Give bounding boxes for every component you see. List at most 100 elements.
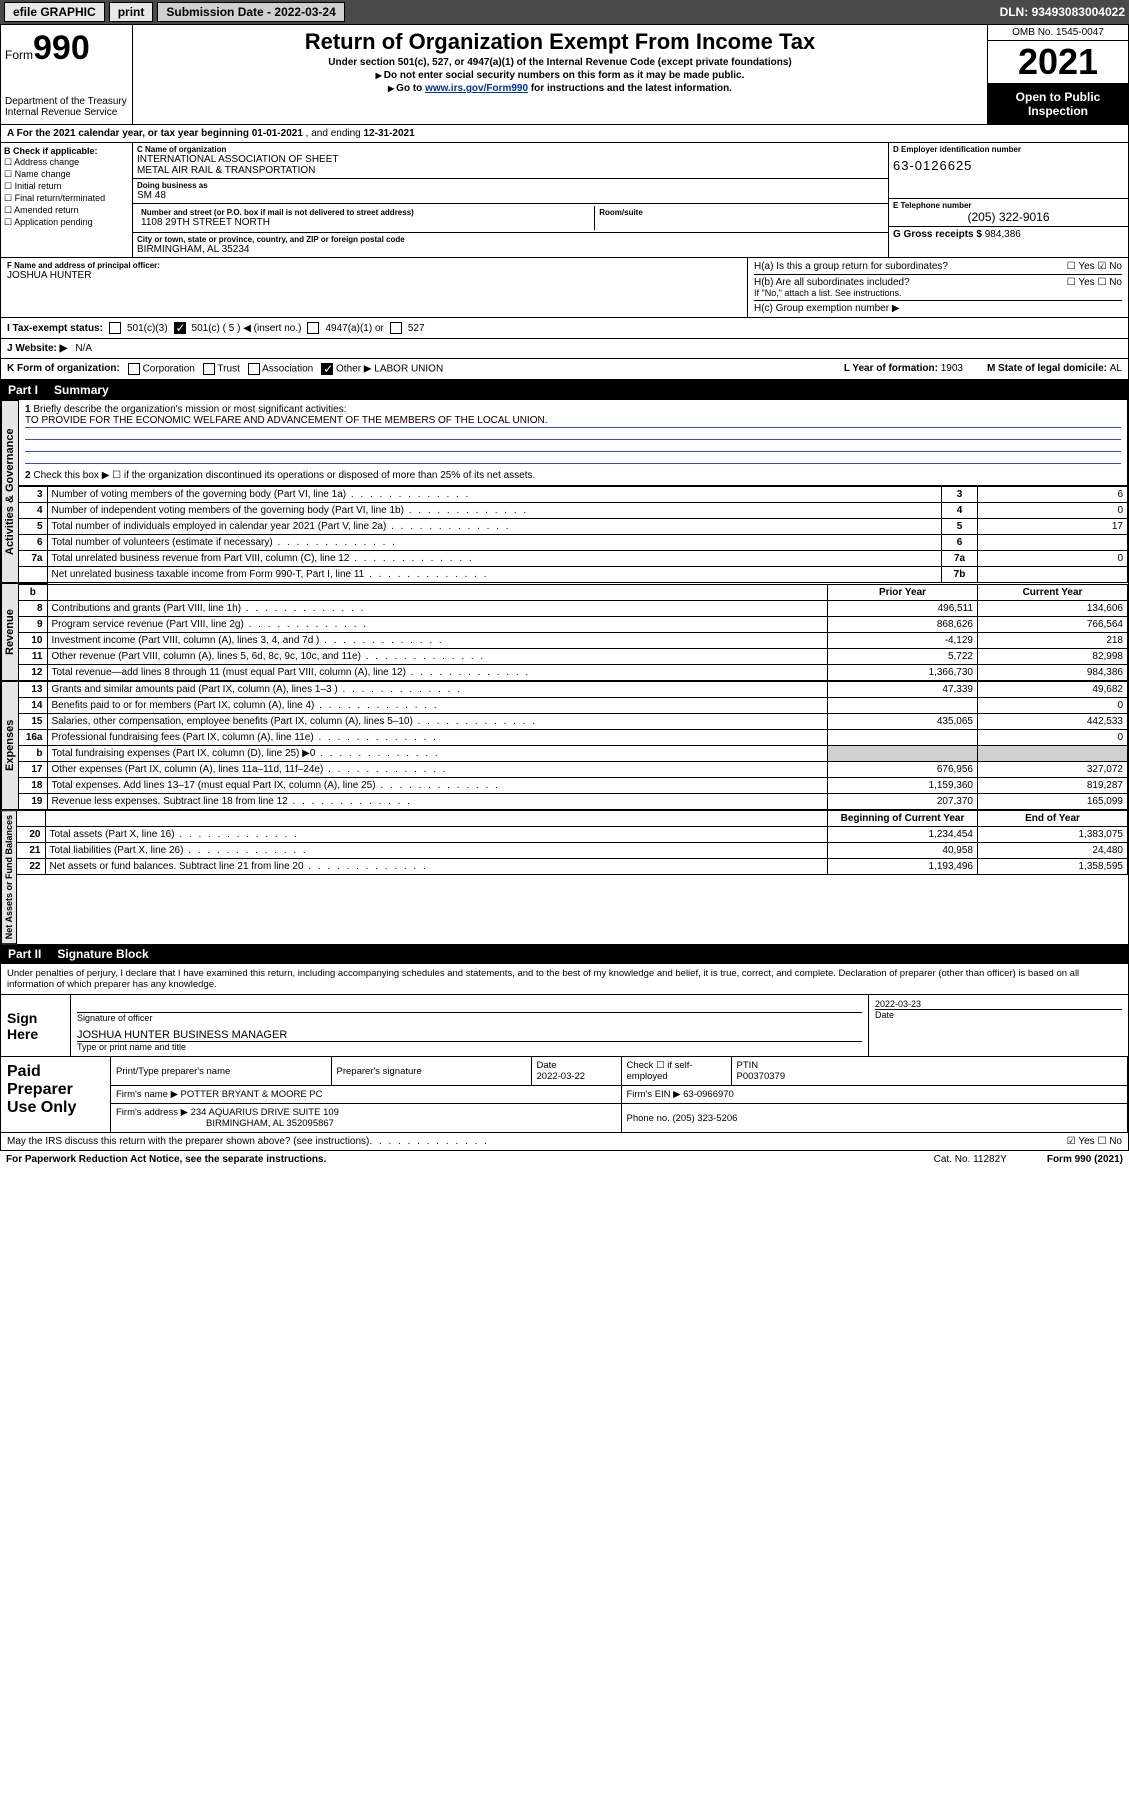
- line-ref: 6: [942, 535, 978, 551]
- line-num: 18: [19, 778, 47, 794]
- line-num: 11: [19, 649, 47, 665]
- chk-527[interactable]: [390, 322, 402, 334]
- footer-line: For Paperwork Reduction Act Notice, see …: [0, 1151, 1129, 1168]
- part-2-header: Part II Signature Block: [0, 944, 1129, 964]
- chk-initial-return[interactable]: Initial return: [4, 181, 129, 192]
- line-desc: Net assets or fund balances. Subtract li…: [45, 859, 828, 875]
- irs-link[interactable]: www.irs.gov/Form990: [425, 83, 528, 94]
- chk-4947[interactable]: [307, 322, 319, 334]
- line-desc: Number of independent voting members of …: [47, 503, 942, 519]
- chk-501c[interactable]: [174, 322, 186, 334]
- prior-year-val: 435,065: [828, 714, 978, 730]
- prior-year-val: -4,129: [828, 633, 978, 649]
- line-desc: Net unrelated business taxable income fr…: [47, 567, 942, 583]
- line-num: 20: [17, 827, 45, 843]
- ha-no[interactable]: No: [1097, 261, 1122, 272]
- line-desc: Investment income (Part VIII, column (A)…: [47, 633, 828, 649]
- current-year-val: 0: [978, 730, 1128, 746]
- line-desc: Total number of individuals employed in …: [47, 519, 942, 535]
- may-no[interactable]: No: [1097, 1136, 1122, 1147]
- line-desc: Professional fundraising fees (Part IX, …: [47, 730, 828, 746]
- preparer-name-label: Print/Type preparer's name: [111, 1057, 331, 1086]
- perjury-declaration: Under penalties of perjury, I declare th…: [1, 964, 1128, 994]
- firm-phone: (205) 323-5206: [672, 1113, 737, 1124]
- line-num: 7a: [19, 551, 47, 567]
- part1-num: Part I: [8, 383, 38, 397]
- line1-label: Briefly describe the organization's miss…: [33, 404, 346, 415]
- line-ref: 3: [942, 487, 978, 503]
- paid-preparer-label: Paid Preparer Use Only: [1, 1057, 111, 1132]
- hb-no[interactable]: No: [1097, 277, 1122, 288]
- line-desc: Benefits paid to or for members (Part IX…: [47, 698, 828, 714]
- current-year-val: 819,287: [978, 778, 1128, 794]
- current-year-val: 218: [978, 633, 1128, 649]
- line-num: 16a: [19, 730, 47, 746]
- hb-yes[interactable]: Yes: [1067, 277, 1095, 288]
- chk-assoc[interactable]: [248, 363, 260, 375]
- line-desc: Program service revenue (Part VIII, line…: [47, 617, 828, 633]
- line-num: 9: [19, 617, 47, 633]
- prior-year-val: [828, 698, 978, 714]
- line-ref: 5: [942, 519, 978, 535]
- chk-application-pending[interactable]: Application pending: [4, 217, 129, 228]
- firm-ein: 63-0966970: [683, 1089, 734, 1100]
- mission-line: [25, 442, 1121, 452]
- line2-text: Check this box ▶ ☐ if the organization d…: [33, 470, 535, 481]
- period-label: A For the 2021 calendar year, or tax yea…: [7, 128, 252, 139]
- form-title: Return of Organization Exempt From Incom…: [137, 29, 983, 55]
- ptin-label: PTIN: [737, 1060, 759, 1071]
- opt-trust: Trust: [217, 364, 239, 375]
- line-num: b: [19, 746, 47, 762]
- form-foot: Form 990 (2021): [1047, 1154, 1123, 1165]
- box-b: B Check if applicable: Address change Na…: [1, 143, 133, 257]
- chk-final-return[interactable]: Final return/terminated: [4, 193, 129, 204]
- chk-address-change[interactable]: Address change: [4, 157, 129, 168]
- firm-phone-label: Phone no.: [627, 1113, 673, 1124]
- chk-amended-return[interactable]: Amended return: [4, 205, 129, 216]
- line-num: 13: [19, 682, 47, 698]
- prior-year-val: 207,370: [828, 794, 978, 810]
- line-val: [978, 535, 1128, 551]
- part1-body: Activities & Governance 1 Briefly descri…: [0, 400, 1129, 583]
- mission-line: [25, 430, 1121, 440]
- website-value: N/A: [75, 343, 92, 354]
- c-name-label: C Name of organization: [137, 145, 884, 154]
- chk-501c3[interactable]: [109, 322, 121, 334]
- ha-yes[interactable]: Yes: [1067, 261, 1095, 272]
- firm-addr-label: Firm's address ▶: [116, 1107, 191, 1118]
- current-year-val: 82,998: [978, 649, 1128, 665]
- may-discuss-label: May the IRS discuss this return with the…: [7, 1136, 369, 1147]
- current-year-val: 1,383,075: [978, 827, 1128, 843]
- may-yes[interactable]: Yes: [1067, 1136, 1095, 1147]
- mission-line: [25, 454, 1121, 464]
- prior-year-val: 40,958: [828, 843, 978, 859]
- phone-label: E Telephone number: [893, 201, 1124, 210]
- mission-text: TO PROVIDE FOR THE ECONOMIC WELFARE AND …: [25, 415, 1121, 428]
- signature-block: Under penalties of perjury, I declare th…: [0, 964, 1129, 1057]
- line-desc: Total expenses. Add lines 13–17 (must eq…: [47, 778, 828, 794]
- chk-other[interactable]: [321, 363, 333, 375]
- ptin-value: P00370379: [737, 1071, 786, 1082]
- opt-501c3: 501(c)(3): [127, 323, 168, 334]
- efile-label: efile GRAPHIC: [4, 2, 105, 22]
- line-num: [19, 567, 47, 583]
- print-button[interactable]: print: [109, 2, 154, 22]
- side-revenue: Revenue: [1, 583, 19, 681]
- firm-addr2: BIRMINGHAM, AL 352095867: [206, 1118, 334, 1129]
- form-number: 990: [33, 29, 90, 67]
- phone-value: (205) 322-9016: [893, 210, 1124, 224]
- self-employed-check[interactable]: Check ☐ if self-employed: [621, 1057, 731, 1086]
- current-year-val: 984,386: [978, 665, 1128, 681]
- chk-name-change[interactable]: Name change: [4, 169, 129, 180]
- tax-year: 2021: [988, 41, 1128, 84]
- line-num: 5: [19, 519, 47, 535]
- tax-status-row: I Tax-exempt status: 501(c)(3) 501(c) ( …: [0, 318, 1129, 339]
- chk-corp[interactable]: [128, 363, 140, 375]
- line-num: 10: [19, 633, 47, 649]
- current-year-val: 1,358,595: [978, 859, 1128, 875]
- part-1-header: Part I Summary: [0, 380, 1129, 400]
- h-c: H(c) Group exemption number ▶: [754, 301, 1122, 314]
- chk-trust[interactable]: [203, 363, 215, 375]
- row-f-h: F Name and address of principal officer:…: [0, 258, 1129, 318]
- right-info-col: D Employer identification number 63-0126…: [888, 143, 1128, 257]
